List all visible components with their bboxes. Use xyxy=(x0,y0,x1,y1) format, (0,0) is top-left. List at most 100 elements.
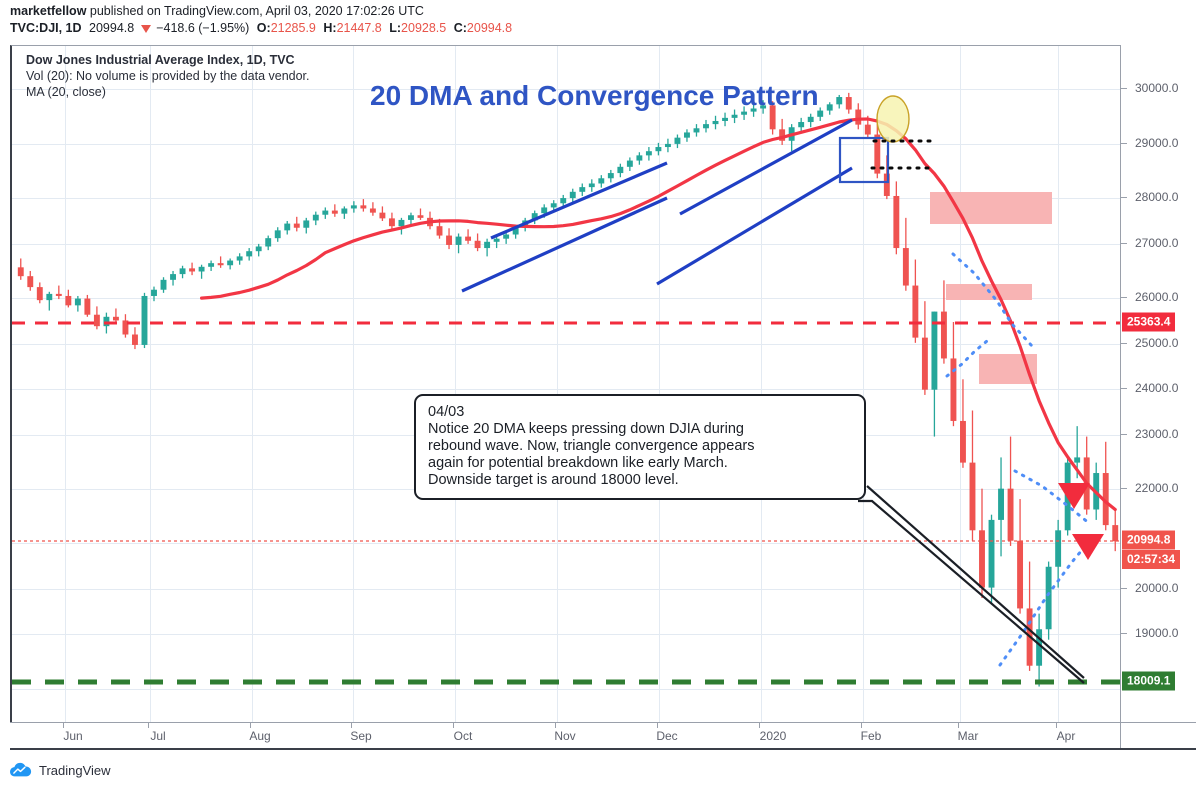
candle-body xyxy=(398,219,405,227)
legend-title: Dow Jones Industrial Average Index, 1D, … xyxy=(26,53,295,67)
candle-body xyxy=(189,268,196,272)
candle-body xyxy=(722,117,728,121)
price-label-22000: 22000.0 xyxy=(1135,481,1179,495)
candle-body xyxy=(902,248,909,286)
candle-body xyxy=(369,208,376,213)
gridline-v xyxy=(863,46,864,722)
candle-body xyxy=(217,263,224,266)
author-name[interactable]: marketfellow xyxy=(10,4,87,18)
candle-body xyxy=(579,187,586,192)
candle-body xyxy=(303,220,310,228)
candle-body xyxy=(331,210,338,214)
candle-body xyxy=(598,178,605,184)
price-label-28000: 28000.0 xyxy=(1135,190,1179,204)
candle-body xyxy=(874,134,881,174)
price-tick xyxy=(1121,343,1127,344)
candle-body xyxy=(265,238,272,247)
price-label-25000: 25000.0 xyxy=(1135,336,1179,350)
gridline-v xyxy=(761,46,762,722)
price-tick xyxy=(1121,243,1127,244)
candle-body xyxy=(84,298,91,315)
gridline-h xyxy=(12,543,1120,544)
countdown-badge: 02:57:34 xyxy=(1122,550,1181,569)
gridline-v xyxy=(252,46,253,722)
candle-body xyxy=(626,160,633,167)
candle-body xyxy=(1007,488,1014,541)
candle-body xyxy=(883,173,890,196)
gridline-v xyxy=(65,46,66,722)
candle-body xyxy=(236,256,243,261)
annotation-callout[interactable]: 04/03 Notice 20 DMA keeps pressing down … xyxy=(414,394,866,500)
callout-line-2: rebound wave. Now, triangle convergence … xyxy=(428,438,755,454)
candle-body xyxy=(1064,462,1071,531)
legend-ma: MA (20, close) xyxy=(26,85,106,99)
target-price-badge[interactable]: 18009.1 xyxy=(1122,671,1176,691)
candle-body xyxy=(379,212,386,219)
candle-body xyxy=(74,298,81,306)
price-label-19000: 19000.0 xyxy=(1135,626,1179,640)
candle-body xyxy=(836,97,843,105)
price-tick xyxy=(1121,434,1127,435)
candle-body xyxy=(550,203,557,208)
price-label-30000: 30000.0 xyxy=(1135,81,1179,95)
candle-body xyxy=(1026,608,1033,666)
publish-info: published on TradingView.com, April 03, … xyxy=(89,4,424,18)
candle-body xyxy=(988,519,995,588)
candle-body xyxy=(693,128,700,133)
time-label-feb: Feb xyxy=(860,729,882,743)
candle-body xyxy=(208,263,215,267)
price-label-26000: 26000.0 xyxy=(1135,290,1179,304)
candle-body xyxy=(493,238,500,242)
price-tick xyxy=(1121,143,1127,144)
highlight-circle xyxy=(876,95,910,143)
gridline-h xyxy=(12,89,1120,90)
resistance-price-badge[interactable]: 25363.4 xyxy=(1122,312,1176,332)
candle-body xyxy=(855,109,862,125)
time-tick xyxy=(351,723,352,728)
candle-body xyxy=(427,217,433,227)
time-tick xyxy=(861,723,862,728)
candle-body xyxy=(684,132,690,138)
candle-body xyxy=(341,208,348,214)
channel-1-upper xyxy=(490,161,668,240)
channel-2-upper xyxy=(679,118,853,216)
last-price-badge[interactable]: 20994.8 xyxy=(1122,530,1176,550)
footer-branding[interactable]: TradingView xyxy=(10,762,111,778)
gridline-h xyxy=(12,298,1120,299)
candle-body xyxy=(845,97,852,110)
low-value: 20928.5 xyxy=(401,21,447,35)
time-tick xyxy=(63,723,64,728)
time-label-oct: Oct xyxy=(453,729,473,743)
price-axis[interactable]: 30000.0 29000.0 28000.0 27000.0 26000.0 … xyxy=(1120,45,1196,722)
time-label-jun: Jun xyxy=(63,729,83,743)
gridline-v xyxy=(557,46,558,722)
candle-body xyxy=(312,214,319,221)
candle-body xyxy=(465,236,472,241)
candle-body xyxy=(55,293,62,296)
candle-body xyxy=(122,320,129,335)
candle-body xyxy=(522,220,529,228)
time-tick xyxy=(250,723,251,728)
chart-plot-area[interactable]: Dow Jones Industrial Average Index, 1D, … xyxy=(10,45,1120,722)
publish-line: marketfellow published on TradingView.co… xyxy=(10,3,1196,20)
price-tick xyxy=(1121,197,1127,198)
candle-body xyxy=(151,289,157,296)
candle-body xyxy=(1083,457,1090,510)
last-price-value: 20994.8 xyxy=(89,21,135,35)
sell-arrow-1 xyxy=(1058,483,1090,509)
candle-body xyxy=(1017,540,1024,609)
time-axis[interactable]: Jun Jul Aug Sep Oct Nov Dec 2020 Feb Mar… xyxy=(10,722,1196,750)
callout-line-4: Downside target is around 18000 level. xyxy=(428,472,679,488)
channel-2-lower xyxy=(656,166,853,286)
candle-body xyxy=(893,195,900,249)
close-label: C: xyxy=(453,21,467,35)
gridline-v xyxy=(1058,46,1059,722)
candle-body xyxy=(788,127,795,141)
candle-body xyxy=(712,120,719,125)
symbol-label[interactable]: TVC:DJI, 1D xyxy=(10,21,82,35)
candle-body xyxy=(198,266,205,272)
open-value: 21285.9 xyxy=(270,21,316,35)
candle-body xyxy=(779,129,786,141)
supply-zone-1 xyxy=(930,192,1052,224)
candle-body xyxy=(103,316,110,327)
